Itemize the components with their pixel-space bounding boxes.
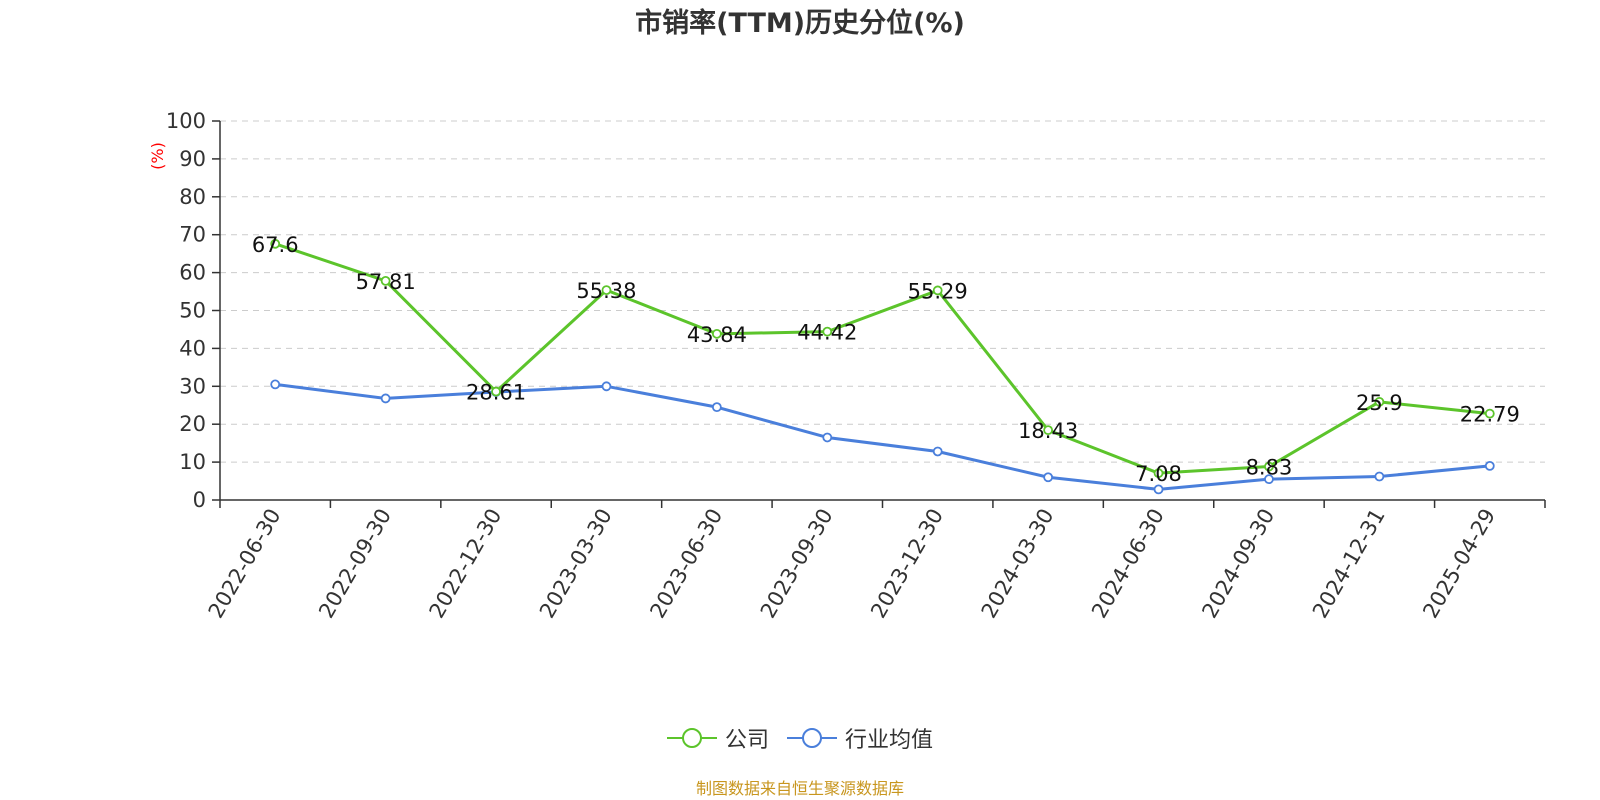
data-label: 44.42 (797, 321, 857, 345)
data-label: 43.84 (687, 323, 747, 347)
legend-label-industry-average: 行业均值 (845, 728, 934, 753)
data-point (711, 328, 722, 339)
data-point (1484, 408, 1495, 419)
data-point (1374, 396, 1385, 407)
x-tick-label: 2022-06-30 (204, 505, 286, 623)
data-label: 55.38 (576, 279, 636, 303)
series-line (275, 382, 1490, 491)
data-point (711, 402, 722, 413)
y-axis-label: (%) (148, 142, 167, 170)
data-label: 55.29 (908, 279, 968, 303)
y-tick-label: 10 (179, 450, 206, 474)
data-point (1264, 461, 1274, 472)
x-tick-label: 2023-12-30 (866, 505, 948, 623)
legend-label-company: 公司 (724, 728, 769, 753)
x-tick-label: 2024-09-30 (1197, 505, 1279, 623)
data-label: 8.83 (1246, 456, 1293, 480)
legend-item-industry-average[interactable]: 行业均值 (787, 722, 933, 754)
data-point (1374, 471, 1385, 482)
x-tick-label: 2023-03-30 (535, 505, 617, 623)
y-tick-label: 80 (179, 185, 206, 209)
x-tick-label: 2022-12-30 (425, 505, 507, 623)
y-tick-label: 60 (179, 261, 206, 285)
data-label: 67.6 (252, 233, 299, 257)
data-point (380, 276, 391, 286)
y-tick-label: 40 (179, 336, 206, 360)
y-tick-label: 50 (179, 299, 206, 323)
x-tick-label: 2022-09-30 (314, 505, 396, 623)
data-label: 28.61 (466, 381, 526, 405)
data-point (491, 386, 501, 397)
y-tick-label: 100 (166, 109, 206, 133)
data-point (1043, 425, 1054, 436)
chart-legend: 公司 行业均值 (0, 722, 1600, 754)
data-point (932, 285, 943, 296)
data-label: 18.43 (1018, 419, 1078, 443)
data-point (601, 285, 612, 296)
series-line (274, 242, 1490, 475)
data-label: 22.79 (1460, 403, 1520, 427)
data-point (822, 326, 833, 337)
legend-marker-industry-average-icon (787, 728, 837, 748)
x-tick-label: 2024-06-30 (1087, 505, 1169, 623)
data-label: 7.08 (1135, 462, 1182, 486)
data-point (270, 238, 281, 249)
legend-marker-company-icon (666, 728, 717, 748)
x-tick-label: 2024-12-31 (1308, 505, 1390, 623)
data-point (1484, 460, 1495, 471)
y-tick-label: 90 (179, 147, 206, 171)
line-chart: 0 10 20 30 40 50 60 70 80 90 100 (%) 2022-06-30 2022-… (148, 109, 1546, 623)
y-tick-label: 0 (193, 488, 206, 512)
data-point (1043, 472, 1054, 483)
x-tick-label: 2023-09-30 (756, 505, 838, 623)
data-point (822, 432, 833, 443)
y-tick-label: 30 (179, 374, 206, 398)
data-point (1153, 484, 1164, 495)
data-label: 57.81 (356, 270, 416, 294)
data-point (1264, 474, 1274, 485)
data-point (1153, 468, 1164, 479)
data-label: 25.9 (1356, 391, 1403, 415)
y-tick-label: 20 (179, 412, 206, 436)
data-point (601, 381, 612, 392)
data-point (270, 379, 281, 390)
source-note: 制图数据来自恒生聚源数据库 (695, 779, 904, 798)
x-tick-label: 2024-03-30 (977, 505, 1059, 623)
data-point (932, 446, 943, 457)
legend-item-company[interactable]: 公司 (666, 722, 769, 754)
chart-title: 市销率(TTM)历史分位(%) (635, 8, 965, 39)
x-tick-label: 2025-04-29 (1418, 505, 1500, 623)
data-point (380, 393, 391, 404)
x-tick-label: 2023-06-30 (645, 505, 727, 623)
y-tick-label: 70 (179, 223, 206, 247)
